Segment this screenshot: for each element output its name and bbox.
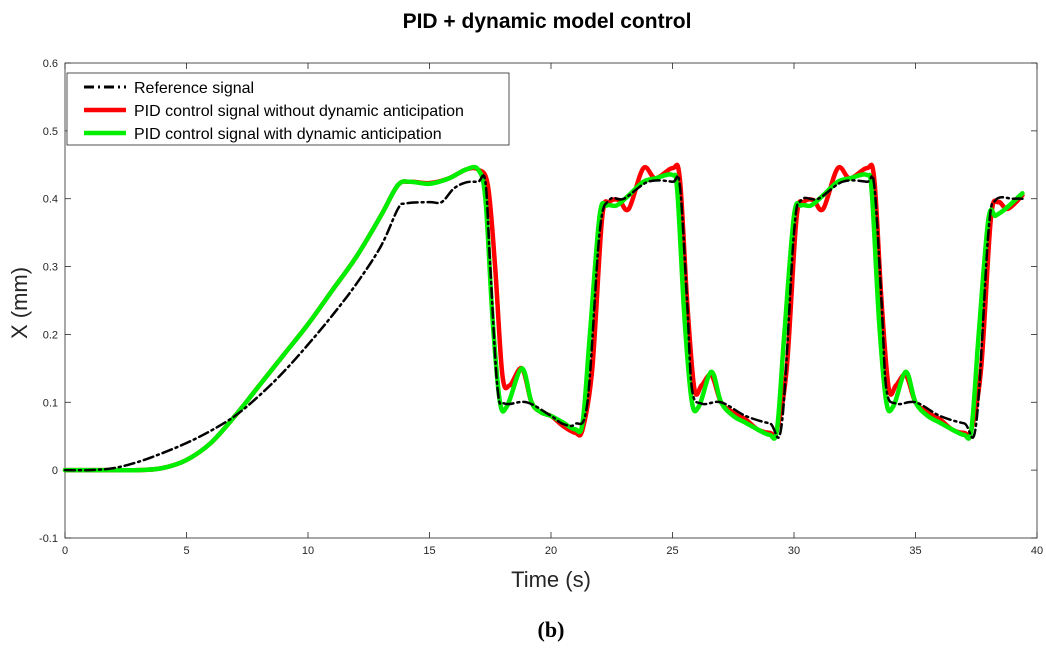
- x-tick-label: 10: [302, 545, 314, 557]
- y-tick-label: 0: [52, 465, 58, 477]
- legend-label-reference: Reference signal: [134, 80, 254, 97]
- y-tick-label: 0.3: [43, 262, 58, 274]
- x-tick-label: 30: [788, 545, 800, 557]
- x-tick-label: 40: [1031, 545, 1043, 557]
- y-axis-label: X (mm): [7, 267, 32, 339]
- x-tick-label: 20: [545, 545, 557, 557]
- y-tick-label: 0.4: [43, 194, 58, 206]
- y-tick-label: 0.2: [43, 329, 58, 341]
- x-tick-label: 15: [423, 545, 435, 557]
- series-pid-with-line: [62, 164, 1025, 473]
- x-tick-label: 5: [183, 545, 189, 557]
- legend-box: [66, 72, 510, 146]
- y-tick-label: 0.6: [43, 58, 58, 70]
- figure-caption: (b): [538, 617, 565, 642]
- legend: Reference signal PID control signal with…: [66, 72, 510, 146]
- x-tick-label: 35: [909, 545, 921, 557]
- legend-label-pid-without: PID control signal without dynamic antic…: [134, 103, 464, 120]
- x-tick-label: 0: [62, 545, 68, 557]
- chart-title: PID + dynamic model control: [403, 10, 692, 33]
- legend-label-pid-with: PID control signal with dynamic anticipa…: [134, 126, 442, 143]
- x-tick-label: 25: [666, 545, 678, 557]
- y-tick-label: 0.5: [43, 126, 58, 138]
- x-axis-label: Time (s): [511, 567, 591, 592]
- y-tick-label: 0.1: [43, 397, 58, 409]
- y-tick-label: -0.1: [39, 533, 58, 545]
- series-reference-line: [63, 174, 1024, 472]
